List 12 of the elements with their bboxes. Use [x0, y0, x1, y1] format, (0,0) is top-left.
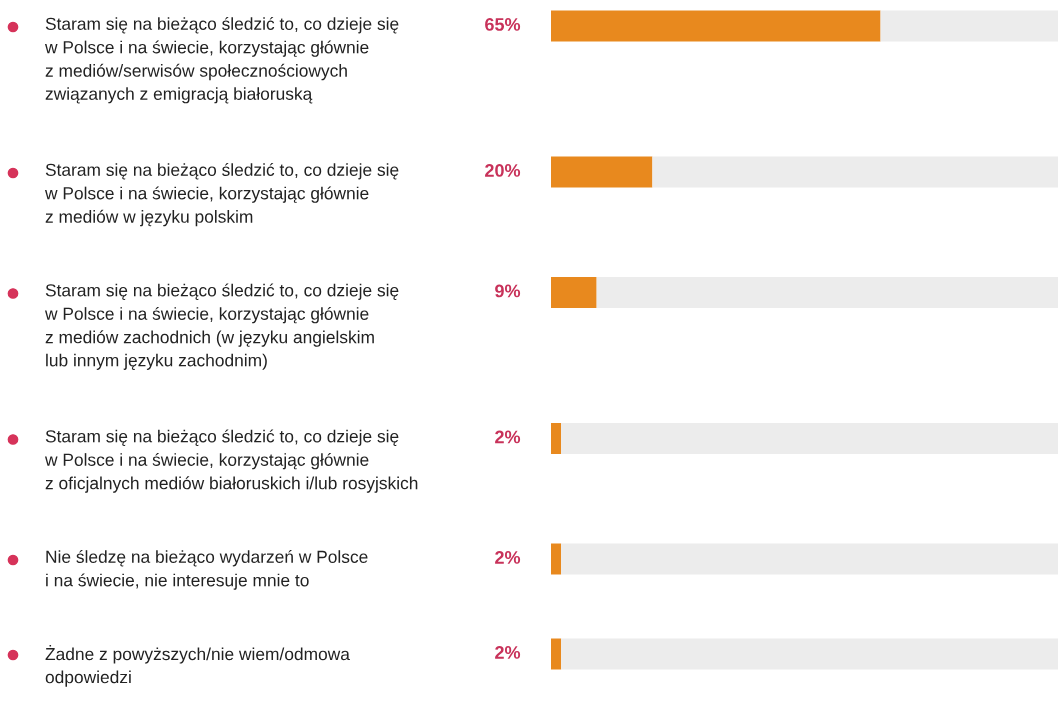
y-tick-label: Staram się na bieżąco śledzić to, co dzieje się w Polsce i na świecie, korzystając głównie z mediów w języku polskim — [44, 163, 399, 227]
data-label: 9% — [495, 284, 521, 298]
y-tick-label: Staram się na bieżąco śledzić to, co dzieje się w Polsce i na świecie, korzystając głównie z mediów zachodnich (w języku angielskim lub innym języku zachodnim) — [44, 283, 399, 370]
data-label: 2% — [495, 551, 521, 564]
data-label: 65% — [485, 18, 521, 31]
y-tick-label: Nie śledzę na bieżąco wydarzeń w Polsce i na świecie, nie interesuje mnie to — [46, 550, 368, 590]
y-tick-label: Staram się na bieżąco śledzić to, co dzieje się w Polsce i na świecie, korzystając głównie z mediów/serwisów społecznościowych związanych z emigracją białoruską — [44, 17, 399, 104]
y-tick-label: Żadne z powyższych/nie wiem/odmowa odpowiedzi — [45, 645, 350, 687]
data-label: 2% — [495, 646, 521, 659]
data-label: 20% — [485, 164, 521, 177]
y-tick-label: Staram się na bieżąco śledzić to, co dzieje się w Polsce i na świecie, korzystając głównie z oficjalnych mediów białoruskich i/lub rosyjskich — [44, 429, 418, 493]
data-label: 2% — [495, 430, 521, 444]
